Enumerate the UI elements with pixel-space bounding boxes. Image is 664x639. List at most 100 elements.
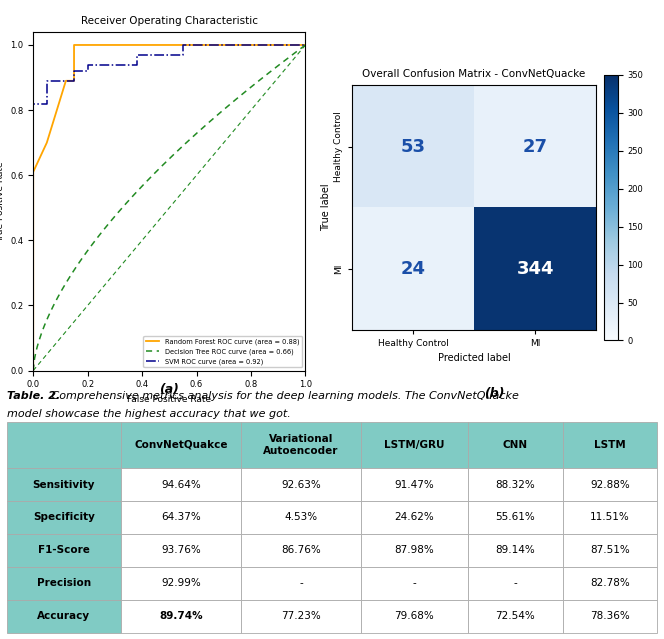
Bar <box>361 501 468 534</box>
Random Forest ROC curve (area = 0.88) <box>133 41 141 49</box>
Bar <box>122 468 241 501</box>
Text: 89.74%: 89.74% <box>159 611 203 621</box>
Text: Precision: Precision <box>37 578 91 589</box>
Text: 89.14%: 89.14% <box>495 545 535 555</box>
Bar <box>7 567 122 600</box>
Line: SVM ROC curve (area = 0.92): SVM ROC curve (area = 0.92) <box>33 45 305 371</box>
Text: 72.54%: 72.54% <box>495 611 535 621</box>
Bar <box>241 567 361 600</box>
SVM ROC curve (area = 0.92) <box>42 77 51 84</box>
Bar <box>468 501 562 534</box>
Random Forest ROC curve (area = 0.88) <box>234 41 242 49</box>
Text: Accuracy: Accuracy <box>37 611 90 621</box>
Bar <box>361 567 468 600</box>
Y-axis label: True label: True label <box>321 184 331 231</box>
Decision Tree ROC curve (area = 0.66) <box>40 323 48 330</box>
Bar <box>122 534 241 567</box>
Decision Tree ROC curve (area = 0.66) <box>80 252 88 259</box>
Legend: Random Forest ROC curve (area = 0.88), Decision Tree ROC curve (area = 0.66), SV: Random Forest ROC curve (area = 0.88), D… <box>143 335 302 367</box>
Random Forest ROC curve (area = 0.88) <box>70 77 78 84</box>
Text: 92.99%: 92.99% <box>161 578 201 589</box>
Text: F1-Score: F1-Score <box>38 545 90 555</box>
Random Forest ROC curve (area = 0.88) <box>62 77 70 84</box>
Text: Sensitivity: Sensitivity <box>33 480 95 489</box>
Bar <box>361 600 468 633</box>
SVM ROC curve (area = 0.92) <box>70 77 78 84</box>
Title: Overall Confusion Matrix - ConvNetQuacke: Overall Confusion Matrix - ConvNetQuacke <box>363 69 586 79</box>
SVM ROC curve (area = 0.92) <box>84 61 92 68</box>
Bar <box>122 600 241 633</box>
X-axis label: False Positive Rate: False Positive Rate <box>127 395 211 404</box>
Text: CNN: CNN <box>503 440 528 450</box>
Bar <box>562 600 657 633</box>
Random Forest ROC curve (area = 0.88) <box>179 41 187 49</box>
Text: ConvNetQuakce: ConvNetQuakce <box>134 440 228 450</box>
Bar <box>7 422 122 468</box>
Text: 87.51%: 87.51% <box>590 545 630 555</box>
SVM ROC curve (area = 0.92) <box>29 100 37 107</box>
Text: 92.63%: 92.63% <box>281 480 321 489</box>
SVM ROC curve (area = 0.92) <box>133 51 141 59</box>
Bar <box>7 501 122 534</box>
Text: 11.51%: 11.51% <box>590 512 630 523</box>
Bar <box>122 422 241 468</box>
Text: 86.76%: 86.76% <box>281 545 321 555</box>
SVM ROC curve (area = 0.92) <box>84 67 92 75</box>
Bar <box>241 422 361 468</box>
Bar <box>241 534 361 567</box>
Bar <box>468 534 562 567</box>
Text: 88.32%: 88.32% <box>495 480 535 489</box>
Bar <box>361 534 468 567</box>
Text: 4.53%: 4.53% <box>284 512 317 523</box>
Text: 24: 24 <box>400 260 426 278</box>
Text: 24.62%: 24.62% <box>394 512 434 523</box>
Random Forest ROC curve (area = 0.88) <box>29 367 37 374</box>
Bar <box>7 534 122 567</box>
Title: Receiver Operating Characteristic: Receiver Operating Characteristic <box>81 15 258 26</box>
Text: 92.88%: 92.88% <box>590 480 630 489</box>
SVM ROC curve (area = 0.92) <box>179 51 187 59</box>
Bar <box>562 422 657 468</box>
Random Forest ROC curve (area = 0.88) <box>133 41 141 49</box>
Decision Tree ROC curve (area = 0.66) <box>288 51 295 59</box>
SVM ROC curve (area = 0.92) <box>70 67 78 75</box>
Text: (a): (a) <box>159 383 179 396</box>
Text: 93.76%: 93.76% <box>161 545 201 555</box>
Text: 91.47%: 91.47% <box>394 480 434 489</box>
Text: -: - <box>412 578 416 589</box>
Text: 55.61%: 55.61% <box>495 512 535 523</box>
X-axis label: Predicted label: Predicted label <box>438 353 511 364</box>
Decision Tree ROC curve (area = 0.66) <box>46 310 54 318</box>
SVM ROC curve (area = 0.92) <box>133 61 141 68</box>
Decision Tree ROC curve (area = 0.66) <box>301 41 309 49</box>
Y-axis label: True Positive Rate: True Positive Rate <box>0 161 5 242</box>
Bar <box>361 468 468 501</box>
Text: model showcase the highest accuracy that we got.: model showcase the highest accuracy that… <box>7 408 290 419</box>
Line: Random Forest ROC curve (area = 0.88): Random Forest ROC curve (area = 0.88) <box>33 45 305 371</box>
Decision Tree ROC curve (area = 0.66) <box>102 224 110 231</box>
Random Forest ROC curve (area = 0.88) <box>234 41 242 49</box>
Text: Comprehensive metrics analysis for the deep learning models. The ConvNetQuacke: Comprehensive metrics analysis for the d… <box>48 391 519 401</box>
SVM ROC curve (area = 0.92) <box>179 41 187 49</box>
Decision Tree ROC curve (area = 0.66) <box>278 59 286 66</box>
Text: 344: 344 <box>517 260 554 278</box>
SVM ROC curve (area = 0.92) <box>29 367 37 374</box>
Text: -: - <box>513 578 517 589</box>
Decision Tree ROC curve (area = 0.66) <box>29 367 37 374</box>
Bar <box>7 600 122 633</box>
Random Forest ROC curve (area = 0.88) <box>29 168 37 176</box>
Text: Table. 2.: Table. 2. <box>7 391 60 401</box>
Bar <box>468 468 562 501</box>
Random Forest ROC curve (area = 0.88) <box>42 139 51 146</box>
Text: 94.64%: 94.64% <box>161 480 201 489</box>
Text: 82.78%: 82.78% <box>590 578 630 589</box>
Random Forest ROC curve (area = 0.88) <box>62 77 70 84</box>
Text: 27: 27 <box>523 137 548 155</box>
Text: 78.36%: 78.36% <box>590 611 630 621</box>
Random Forest ROC curve (area = 0.88) <box>301 41 309 49</box>
Bar <box>361 422 468 468</box>
Bar <box>562 567 657 600</box>
Text: LSTM/GRU: LSTM/GRU <box>384 440 445 450</box>
Bar <box>562 501 657 534</box>
Text: 64.37%: 64.37% <box>161 512 201 523</box>
